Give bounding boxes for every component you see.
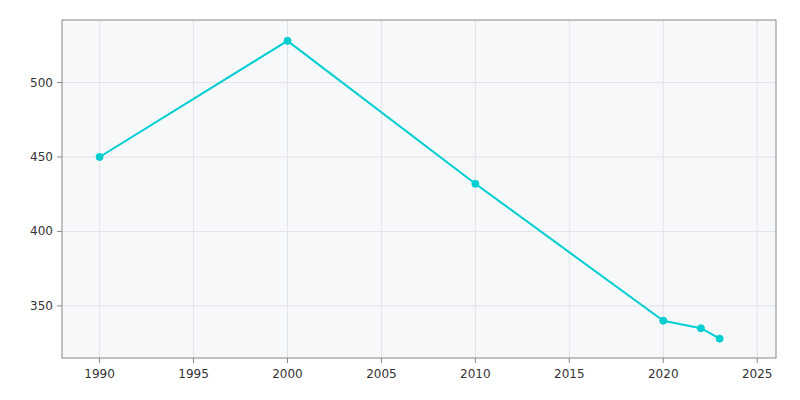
y-tick [57, 231, 62, 232]
series-point [660, 317, 667, 324]
x-tick [663, 358, 664, 363]
x-tick-label: 2005 [366, 367, 397, 381]
x-tick-label: 2025 [742, 367, 773, 381]
y-tick-label: 500 [30, 76, 53, 90]
series-point [472, 180, 479, 187]
page: {"chart_data": {"type": "line", "x": [19… [0, 0, 800, 400]
y-tick [57, 156, 62, 157]
x-grid-line [287, 20, 288, 358]
series-line [100, 41, 720, 339]
y-grid-line [62, 156, 776, 157]
chart-svg: 1990 1995 2000 2005 2010 2015 2020 2025 350 400 45… [0, 0, 800, 400]
x-tick [193, 358, 194, 363]
x-tick-label: 1995 [178, 367, 209, 381]
plot-background [62, 20, 776, 358]
x-tick [381, 358, 382, 363]
x-tick-label: 1990 [84, 367, 115, 381]
y-tick [57, 305, 62, 306]
x-grid-line [663, 20, 664, 358]
y-grid-line [62, 231, 776, 232]
y-grid-line [62, 305, 776, 306]
x-grid-line [569, 20, 570, 358]
y-tick-label: 350 [30, 299, 53, 313]
x-tick-label: 2000 [272, 367, 303, 381]
x-tick-label: 2010 [460, 367, 491, 381]
y-tick-label: 400 [30, 224, 53, 238]
plot-frame [62, 20, 776, 358]
x-grid-line [99, 20, 100, 358]
series-point [716, 335, 723, 342]
x-tick [99, 358, 100, 363]
series-point [697, 325, 704, 332]
x-tick-label: 2015 [554, 367, 585, 381]
x-grid-line [381, 20, 382, 358]
y-tick [57, 82, 62, 83]
x-grid-line [193, 20, 194, 358]
x-tick [569, 358, 570, 363]
x-grid-line [475, 20, 476, 358]
x-tick-label: 2020 [648, 367, 679, 381]
chart-container: 1990 1995 2000 2005 2010 2015 2020 2025 350 400 45… [0, 0, 800, 400]
series-point [96, 153, 103, 160]
series [96, 37, 723, 342]
x-tick [475, 358, 476, 363]
grid [62, 20, 776, 358]
x-tick [287, 358, 288, 363]
y-grid-line [62, 82, 776, 83]
x-grid-line [757, 20, 758, 358]
y-tick-label: 450 [30, 150, 53, 164]
x-tick [757, 358, 758, 363]
axes: 1990 1995 2000 2005 2010 2015 2020 2025 350 400 45… [30, 20, 776, 381]
series-point [284, 37, 291, 44]
